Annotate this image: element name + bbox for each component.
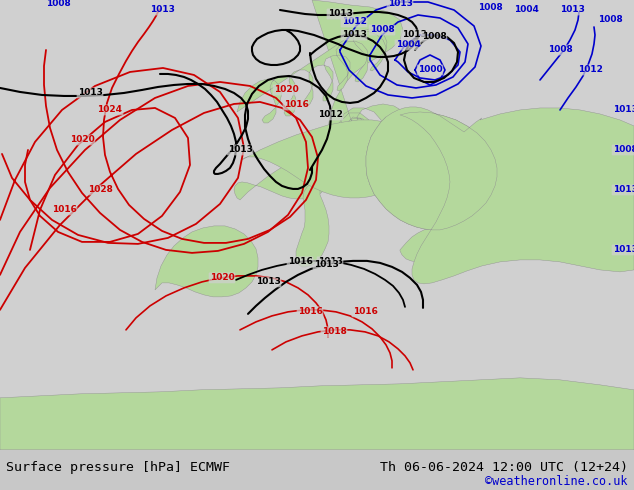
Polygon shape [0,378,634,450]
Text: 1008: 1008 [477,3,502,13]
Text: 1013: 1013 [560,5,585,15]
Polygon shape [155,226,258,297]
Text: 1013: 1013 [612,105,634,115]
Text: 1013: 1013 [256,277,280,286]
Text: Th 06-06-2024 12:00 UTC (12+24): Th 06-06-2024 12:00 UTC (12+24) [380,461,628,474]
Polygon shape [234,159,330,200]
Text: 1018: 1018 [321,327,346,336]
Polygon shape [510,210,590,258]
Text: 1013: 1013 [150,5,174,15]
Polygon shape [366,112,497,230]
Text: 1008: 1008 [548,46,573,54]
Text: 1013: 1013 [228,146,252,154]
Text: 1013: 1013 [612,185,634,195]
Text: 1013: 1013 [328,9,353,19]
Text: 1016: 1016 [353,307,377,317]
Text: 1020: 1020 [274,85,299,95]
Polygon shape [296,183,329,267]
Text: 1012: 1012 [578,66,602,74]
Text: 1024: 1024 [98,105,122,115]
Text: 1013: 1013 [612,245,634,254]
Text: 1013: 1013 [77,89,103,98]
Text: 1016: 1016 [288,257,313,267]
Polygon shape [400,229,441,262]
Text: 1008: 1008 [422,32,446,42]
Polygon shape [366,107,634,284]
Text: 1013: 1013 [387,0,413,8]
Text: 1020: 1020 [210,273,235,282]
Text: 1016: 1016 [283,100,308,109]
Text: 1008: 1008 [46,0,70,8]
Text: 1020: 1020 [70,135,94,145]
Text: 1000: 1000 [418,66,443,74]
Polygon shape [312,0,411,193]
Text: 1012: 1012 [342,18,366,26]
Text: 1013: 1013 [342,30,366,40]
Text: 1004: 1004 [396,41,420,49]
Text: 1013: 1013 [314,260,339,270]
Text: 1016: 1016 [297,307,323,317]
Text: 1012: 1012 [318,110,342,120]
Text: 1028: 1028 [87,185,112,195]
Text: 1008: 1008 [370,25,394,34]
Text: ©weatheronline.co.uk: ©weatheronline.co.uk [485,475,628,488]
Text: 1013: 1013 [318,257,342,267]
Text: 1008: 1008 [598,16,623,24]
Text: 1004: 1004 [514,5,538,15]
Polygon shape [242,120,418,198]
Text: 1008: 1008 [612,146,634,154]
Text: 1016: 1016 [51,205,77,215]
Text: 1013: 1013 [401,30,427,40]
Polygon shape [237,29,387,123]
Text: Surface pressure [hPa] ECMWF: Surface pressure [hPa] ECMWF [6,461,230,474]
